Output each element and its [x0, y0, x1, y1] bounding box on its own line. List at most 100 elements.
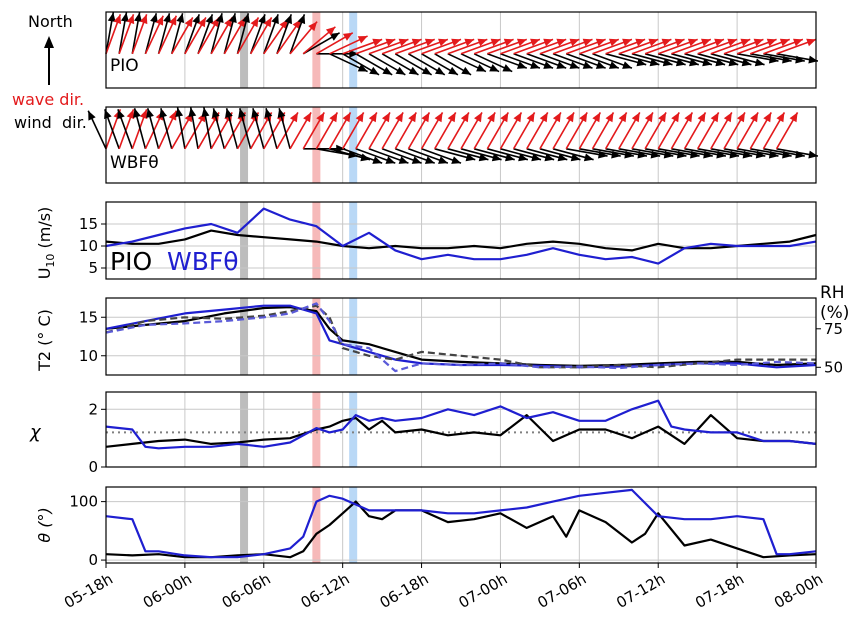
- highlight-band-2: [349, 107, 358, 183]
- pio_dirs-wind-arrow-head: [434, 66, 445, 75]
- highlight-band-2: [349, 298, 358, 375]
- pio_dirs-wind-arrow-head: [448, 66, 458, 75]
- pio_dirs-wave-arrow-head: [184, 17, 193, 28]
- pio_dirs-wind-arrow-head: [284, 14, 292, 25]
- pio_dirs-wind-arrow-head: [134, 12, 142, 22]
- pio_dirs-wind-arrow-head: [569, 61, 580, 69]
- pio_dirs-wave-arrow-head: [308, 21, 318, 32]
- arrow-legend: North wave dir. wind dir.: [12, 12, 87, 132]
- panel-frame-0: [105, 11, 817, 89]
- pio_dirs-wind-arrow-head: [741, 58, 752, 67]
- x-tick-label: 06-18h: [377, 570, 432, 612]
- highlight-band-1: [312, 487, 321, 563]
- wbf_dirs-wave-arrow-head: [447, 112, 456, 123]
- wbf_dirs-wind-arrow-head: [238, 108, 246, 118]
- wbf_dirs-wind-arrow-head: [570, 153, 581, 162]
- pio_dirs-wind-arrow-head: [702, 58, 712, 67]
- wbf_dirs-wind-arrow-head: [557, 153, 568, 162]
- wbf_dirs-wave-arrow-head: [329, 112, 338, 123]
- u10-legend-pio: PIO: [110, 247, 152, 276]
- panel-frames: [105, 11, 817, 564]
- pio_dirs-wave-arrow-head: [740, 38, 751, 47]
- pio_dirs-wave-arrow-head: [263, 17, 272, 28]
- pio_dirs-wind-arrow-head: [395, 66, 406, 75]
- chi-ytick-label: 0: [88, 458, 98, 476]
- wbf_dirs-wind-arrow-head: [438, 156, 448, 164]
- panel-frame-4: [105, 391, 817, 468]
- wbf_dirs-wave-arrow-head: [474, 112, 482, 123]
- wbf_dirs-wave-arrow-head: [316, 112, 325, 123]
- plot-content: [87, 12, 819, 559]
- pio_dirs-wind-arrow-head: [530, 61, 540, 69]
- pio_dirs-wave-arrow-head: [674, 38, 685, 47]
- pio_dirs-wave-arrow-head: [155, 15, 164, 26]
- pio_dirs-wind-arrow-head: [242, 13, 250, 23]
- wbf_dirs-wave-arrow-head: [644, 112, 653, 123]
- pio_dirs-wave-arrow-head: [714, 38, 724, 47]
- t2-series-wbf--rh: [105, 302, 817, 373]
- highlight-band-0: [240, 487, 249, 563]
- wbf_dirs-wave-arrow-head: [763, 112, 772, 123]
- pio_dirs-wind-arrow-head: [215, 13, 224, 23]
- theta-ylabel: θ (°): [35, 507, 54, 542]
- pio_dirs-wind-arrow-head: [582, 61, 593, 69]
- highlight-band-0: [240, 12, 249, 88]
- wbf_dirs-wave-arrow-head: [289, 112, 298, 123]
- pio_dirs-wind-arrow-head: [382, 66, 393, 75]
- pio_dirs-wave-arrow-head: [490, 38, 501, 47]
- wbf_dirs-wave-arrow-head: [500, 112, 509, 123]
- u10-legend-wbf: WBFθ: [167, 247, 239, 276]
- wbf_dirs-wind-arrow-head: [531, 153, 542, 162]
- wbf_dirs-wind-arrow-head: [504, 153, 515, 162]
- wbf_dirs-wave-arrow-head: [789, 112, 798, 123]
- wbf_dirs-wave-arrow-head: [408, 112, 417, 123]
- pio_dirs-wave-arrow-head: [385, 38, 396, 47]
- pio_dirs-wind-arrow-head: [715, 58, 726, 67]
- wbf_dirs-wind-arrow-head: [117, 109, 125, 120]
- wbf_dirs-wave-arrow-head: [671, 112, 680, 123]
- highlight-bands: [240, 12, 358, 563]
- pio_dirs-wind-arrow-head: [754, 58, 765, 67]
- theta-ytick-label: 100: [69, 493, 98, 511]
- pio_dirs-wave-arrow-head: [701, 38, 711, 47]
- rh-tick-label: 50: [824, 358, 843, 376]
- x-tick-label: 07-18h: [692, 570, 747, 612]
- wbf_dirs-wave-arrow-head: [395, 112, 404, 123]
- pio_dirs-wind-arrow-head: [636, 58, 647, 67]
- wbf_dirs-wave-arrow-head: [750, 112, 759, 123]
- north-arrow-icon: [44, 36, 54, 48]
- rh-label-top: RH: [820, 283, 845, 303]
- chi-ytick-label: 2: [88, 400, 98, 418]
- pio_dirs-wave-arrow-head: [372, 38, 383, 47]
- pio_dirs-wind-arrow-head: [622, 61, 632, 69]
- pio_dirs-wave-arrow-head: [398, 38, 409, 47]
- t2-series-pio-rh: [105, 304, 816, 369]
- pio_dirs-wave-arrow-head: [569, 38, 580, 47]
- pio_dirs-wave-arrow-head: [250, 17, 259, 28]
- wbf_dirs-wave-arrow-head: [710, 112, 719, 123]
- pio_dirs-wave-arrow-head: [438, 38, 448, 47]
- u10-series-pio: [105, 229, 817, 252]
- pio_dirs-wave-arrow-head: [595, 38, 606, 47]
- u10-series-wbf-: [105, 207, 817, 265]
- pio_dirs-wave-arrow-head: [582, 38, 593, 47]
- wbf_dirs-wind-arrow-head: [264, 108, 273, 118]
- pio_dirs-wind-arrow-head: [229, 13, 237, 23]
- wbf_dirs-wind-arrow-head: [104, 109, 112, 120]
- t2-ylabel: T2 (° C): [35, 309, 54, 372]
- pio_dirs-wave-arrow-head: [113, 14, 122, 25]
- highlight-band-1: [312, 107, 321, 183]
- highlight-band-2: [349, 392, 358, 467]
- pio_dirs-wind-arrow-head: [662, 58, 673, 67]
- wbf_dirs-wind-arrow-head: [518, 153, 528, 162]
- wbf_dirs-wave-arrow-head: [566, 112, 575, 123]
- panel-frame-2: [105, 201, 817, 280]
- svg-text:θ (°): θ (°): [35, 507, 54, 542]
- pio_dirs-wave-arrow-head: [451, 38, 462, 47]
- pio_dirs-wave-arrow-head: [635, 38, 646, 47]
- wbf_dirs-wind-arrow-head: [188, 107, 197, 117]
- wbf_dirs-wind-arrow-head: [583, 153, 594, 162]
- wbf_dirs-wave-arrow-head: [618, 112, 627, 123]
- x-tick-label: 07-00h: [455, 570, 510, 612]
- pio_dirs-wind-arrow-head: [176, 13, 185, 23]
